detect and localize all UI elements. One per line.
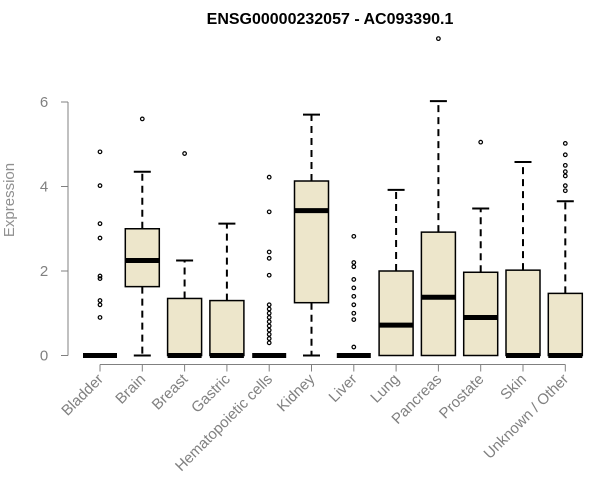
box-liver: [336, 233, 371, 358]
outlier-point: [97, 149, 103, 155]
y-tick-label: 2: [40, 263, 48, 280]
outlier-point: [97, 315, 103, 320]
outlier-point: [562, 152, 568, 158]
outlier-point: [562, 169, 568, 175]
outlier-point: [97, 273, 103, 279]
outlier-point: [351, 344, 357, 350]
outlier-point: [266, 331, 272, 337]
box-lung: [378, 188, 414, 357]
outlier-point: [562, 173, 568, 179]
box-gastric: [209, 222, 245, 358]
outlier-point: [266, 319, 272, 325]
box-rect: [505, 269, 541, 357]
x-tick-label: Bladder: [58, 371, 107, 420]
outlier-point: [351, 264, 357, 270]
box-kidney: [293, 113, 330, 357]
box-rect: [420, 231, 457, 357]
box-breast: [166, 151, 203, 358]
outlier-point: [351, 317, 357, 322]
outlier-point: [97, 302, 103, 308]
outlier-point: [97, 298, 103, 303]
x-tick-label: Brain: [112, 371, 149, 408]
box-rect: [293, 180, 330, 304]
outlier-point: [266, 315, 272, 320]
boxes: [83, 36, 584, 358]
outlier-point: [97, 221, 103, 227]
box-rect: [462, 271, 499, 357]
outlier-point: [266, 302, 272, 308]
box-hematopoietic-cells: [252, 174, 287, 358]
outlier-point: [351, 310, 357, 316]
x-tick-label: Lung: [367, 371, 403, 407]
outlier-point: [266, 174, 272, 180]
outlier-point: [266, 310, 272, 316]
outlier-point: [562, 162, 568, 168]
x-tick-label: Kidney: [274, 370, 319, 415]
x-tick-label: Prostate: [436, 371, 488, 423]
box-pancreas: [420, 36, 457, 357]
outlier-point: [97, 276, 103, 282]
outlier-point: [266, 209, 272, 215]
box-bladder: [83, 149, 117, 358]
box-unknown-other: [547, 141, 584, 358]
y-tick-label: 0: [40, 348, 48, 365]
outlier-point: [97, 183, 103, 189]
box-rect: [378, 270, 414, 357]
outlier-point: [266, 323, 272, 329]
box-brain: [124, 116, 161, 357]
box-rect: [124, 228, 161, 288]
box-rect: [209, 299, 245, 357]
outlier-point: [266, 327, 272, 333]
outlier-point: [266, 336, 272, 342]
outlier-point: [351, 302, 357, 308]
x-tick-label: Skin: [497, 371, 530, 404]
outlier-point: [351, 277, 357, 282]
outlier-point: [436, 36, 441, 42]
box-rect: [166, 297, 203, 357]
y-tick-label: 4: [40, 179, 48, 196]
outlier-point: [266, 306, 272, 312]
outlier-point: [351, 293, 357, 299]
chart-title: ENSG00000232057 - AC093390.1: [207, 11, 454, 28]
x-tick-label: Liver: [326, 371, 361, 406]
outlier-point: [562, 188, 568, 194]
outlier-point: [266, 272, 272, 278]
outlier-point: [351, 260, 357, 265]
outlier-point: [351, 285, 357, 291]
box-skin: [505, 160, 541, 358]
x-tick-label: Breast: [149, 370, 192, 413]
outlier-point: [266, 340, 272, 346]
outlier-point: [266, 249, 272, 255]
y-axis: 0 2 4 6: [40, 94, 69, 365]
outlier-point: [182, 151, 188, 156]
y-tick-label: 6: [40, 94, 48, 111]
box-rect: [547, 292, 584, 357]
outlier-point: [562, 141, 568, 146]
y-axis-label: Expression: [1, 163, 18, 237]
outlier-point: [266, 255, 272, 261]
outlier-point: [97, 235, 103, 241]
outlier-point: [351, 233, 357, 239]
outlier-point: [562, 183, 568, 189]
box-prostate: [462, 139, 499, 357]
outlier-point: [478, 139, 484, 145]
outlier-point: [139, 116, 145, 122]
